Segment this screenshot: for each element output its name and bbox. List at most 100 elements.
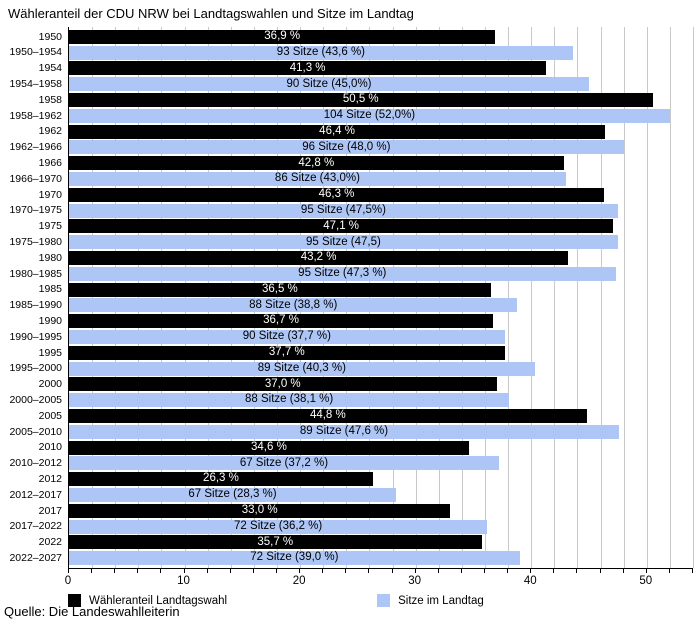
axis-tick <box>68 569 69 573</box>
gridline <box>415 27 417 568</box>
share-bar: 47,1 % <box>69 219 614 234</box>
bar-row: 1970 46,3 % <box>39 187 693 203</box>
share-bar: 36,9 % <box>69 29 496 44</box>
gridline <box>230 27 232 568</box>
bar-value-label: 72 Sitze (36,2 %) <box>234 519 323 532</box>
seats-bar: 95 Sitze (47,5) <box>69 235 618 250</box>
axis-tick <box>484 569 485 573</box>
seats-bar: 72 Sitze (36,2 %) <box>69 519 488 534</box>
gridline <box>161 27 163 568</box>
bar-row: 1950 36,9 % <box>39 29 693 45</box>
share-bar: 37,0 % <box>69 377 497 392</box>
bar-value-label: 90 Sitze (45,0%) <box>286 77 372 90</box>
gridline <box>623 27 625 568</box>
axis-tick <box>114 569 116 573</box>
plot-area: 1950 36,9 % 1950–1954 93 Sitze (43,6 %) 1954… <box>9 27 694 569</box>
bar-value-label: 46,3 % <box>318 188 355 201</box>
bar-row: 1995 37,7 % <box>39 345 693 361</box>
bar-value-label: 90 Sitze (37,7 %) <box>242 330 331 343</box>
y-axis-label: 1950–1954 <box>9 46 62 59</box>
share-bar: 26,3 % <box>69 472 373 487</box>
share-bar: 37,7 % <box>69 345 505 360</box>
source-note: Quelle: Die Landeswahlleiterin <box>4 604 180 619</box>
y-axis-label: 2005 <box>38 409 62 422</box>
axis-tick <box>668 569 670 573</box>
bar-row: 1962–1966 96 Sitze (48,0 %) <box>9 140 693 156</box>
seats-bar: 95 Sitze (47,3 %) <box>69 266 616 281</box>
axis-tick <box>345 569 347 573</box>
gridline <box>277 27 278 568</box>
axis-tick <box>160 569 162 573</box>
seats-bar: 88 Sitze (38,8 %) <box>69 298 518 313</box>
bar-row: 1970–1975 95 Sitze (47,5%) <box>9 203 693 219</box>
axis-tick <box>206 569 208 573</box>
x-axis-tick-label: 0 <box>64 575 72 587</box>
seats-bar: 67 Sitze (28,3 %) <box>69 488 397 502</box>
axis-tick <box>391 569 393 573</box>
axis-tick <box>91 569 93 573</box>
y-axis-label: 1966–1970 <box>9 172 62 185</box>
bar-value-label: 67 Sitze (28,3 %) <box>188 488 277 501</box>
seats-bar: 90 Sitze (45,0%) <box>69 77 589 92</box>
share-bar: 46,4 % <box>69 124 606 139</box>
bar-row: 1962 46,4 % <box>39 124 693 140</box>
seats-bar: 95 Sitze (47,5%) <box>69 203 618 218</box>
gridline <box>115 27 117 568</box>
bar-value-label: 37,0 % <box>264 377 301 390</box>
y-axis-label: 1980–1985 <box>9 267 62 280</box>
legend: Wähleranteil Landtagswahl Sitze im Landt… <box>68 594 484 607</box>
legend-label-share: Wähleranteil Landtagswahl <box>89 594 228 607</box>
seats-swatch-icon <box>377 594 391 607</box>
y-axis-label: 1962 <box>38 125 62 138</box>
y-axis-label: 1990–1995 <box>9 330 62 343</box>
bar-value-label: 36,7 % <box>263 314 299 327</box>
share-bar: 36,5 % <box>69 282 491 297</box>
gridline <box>253 27 255 568</box>
axis-tick <box>507 569 509 573</box>
y-axis-label: 1995–2000 <box>9 362 62 375</box>
bar-value-label: 89 Sitze (47,6 %) <box>299 425 389 438</box>
y-axis-label: 2017–2022 <box>9 520 62 533</box>
gridline <box>184 27 186 568</box>
bar-row: 1966–1970 86 Sitze (43,0%) <box>9 171 693 187</box>
x-axis-tick-label: 20 <box>292 575 306 587</box>
share-bar: 41,3 % <box>69 61 547 76</box>
seats-bar: 86 Sitze (43,0%) <box>69 172 566 187</box>
share-bar: 50,5 % <box>69 93 653 108</box>
share-bar: 34,6 % <box>69 440 469 455</box>
y-axis-label: 2022–2027 <box>9 551 62 564</box>
bar-value-label: 95 Sitze (47,3 %) <box>298 267 387 280</box>
bar-row: 1950–1954 93 Sitze (43,6 %) <box>9 45 693 61</box>
y-axis-label: 1970 <box>38 188 62 201</box>
gridline <box>461 27 463 568</box>
bar-row: 1990 36,7 % <box>39 313 693 329</box>
axis-tick <box>530 569 532 573</box>
bar-row: 2017 33,0 % <box>39 503 693 519</box>
gridline <box>369 27 371 568</box>
gridline <box>669 27 671 568</box>
y-axis-label: 2012–2017 <box>9 488 62 501</box>
bar-row: 2017–2022 72 Sitze (36,2 %) <box>9 519 693 535</box>
bar-value-label: 93 Sitze (43,6 %) <box>276 45 366 58</box>
gridline <box>438 27 440 568</box>
y-axis-label: 1980 <box>38 251 62 264</box>
legend-item-seats: Sitze im Landtag <box>377 594 484 607</box>
bar-row: 1995–2000 89 Sitze (40,3 %) <box>9 361 693 377</box>
share-bar: 33,0 % <box>69 503 451 518</box>
gridline <box>207 27 209 568</box>
y-axis-label: 1970–1975 <box>9 204 62 217</box>
axis-tick <box>322 569 324 573</box>
axis-tick <box>252 569 254 573</box>
axis-tick <box>229 569 231 573</box>
bar-row: 2010–2012 67 Sitze (37,2 %) <box>9 456 693 472</box>
gridline <box>392 27 394 568</box>
x-axis-tick-label: 50 <box>639 575 653 587</box>
bar-row: 1954 41,3 % <box>39 61 693 77</box>
bar-rows: 1950 36,9 % 1950–1954 93 Sitze (43,6 %) 1954… <box>9 29 693 566</box>
y-axis-label: 2010 <box>38 441 62 454</box>
axis-tick <box>599 569 601 573</box>
legend-item-share: Wähleranteil Landtagswahl <box>68 594 227 607</box>
share-bar: 46,3 % <box>69 187 605 202</box>
bar-row: 1980–1985 95 Sitze (47,3 %) <box>9 266 693 282</box>
axis-tick <box>460 569 462 573</box>
